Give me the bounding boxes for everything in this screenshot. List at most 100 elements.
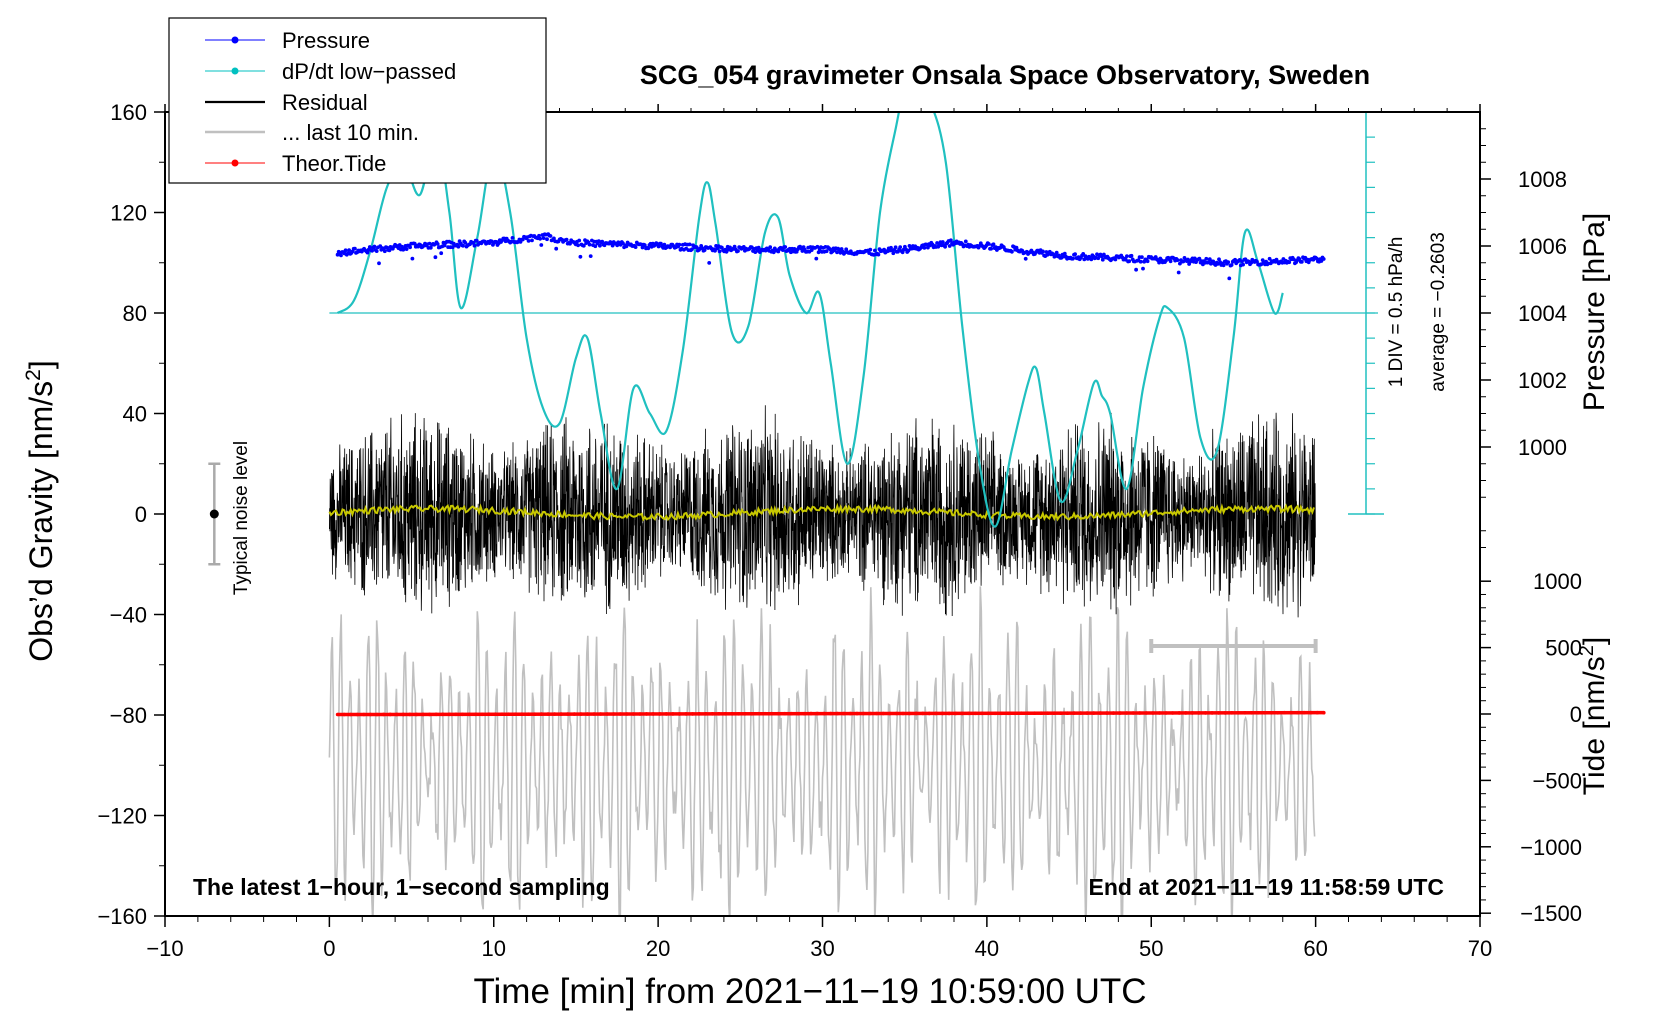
pressure-point bbox=[463, 240, 468, 245]
tide-point bbox=[1144, 711, 1149, 715]
tide-point bbox=[447, 712, 452, 717]
pressure-point bbox=[1089, 257, 1094, 262]
noise-level-bar bbox=[208, 462, 221, 566]
pressure-point bbox=[537, 233, 541, 238]
tide-point bbox=[1269, 711, 1273, 715]
pressure-point bbox=[1321, 257, 1326, 261]
tide-point bbox=[1282, 710, 1287, 715]
tide-point bbox=[1078, 711, 1083, 715]
tide-point bbox=[763, 711, 767, 716]
x-tick-label: 50 bbox=[1139, 936, 1163, 961]
pressure-point bbox=[365, 250, 370, 255]
tide-point bbox=[999, 711, 1004, 716]
tide-point bbox=[526, 712, 531, 716]
pressure-point bbox=[1096, 256, 1101, 261]
tide-axis-label: Tide [nm/s2] bbox=[1576, 637, 1611, 795]
pressure-point bbox=[792, 247, 797, 251]
tide-point bbox=[1039, 711, 1043, 715]
tide-point bbox=[960, 711, 964, 716]
series-residual-smooth-line bbox=[328, 502, 1315, 522]
pressure-point bbox=[593, 244, 598, 249]
pressure-point bbox=[876, 252, 881, 257]
tide-point bbox=[1249, 711, 1254, 715]
pressure-point bbox=[1287, 260, 1292, 265]
tide-point bbox=[1105, 711, 1109, 715]
tide-point bbox=[362, 712, 366, 717]
tide-point bbox=[638, 712, 642, 716]
tide-point bbox=[408, 712, 412, 717]
pressure-point bbox=[781, 248, 785, 253]
x-tick-label: 30 bbox=[810, 936, 834, 961]
pressure-point bbox=[1241, 262, 1245, 267]
annotation-bottom-left: The latest 1−hour, 1−second sampling bbox=[193, 874, 610, 900]
tide-point bbox=[730, 712, 734, 716]
pressure-point bbox=[472, 243, 477, 248]
pressure-point bbox=[510, 236, 515, 240]
tide-point bbox=[736, 712, 741, 716]
tide-point bbox=[335, 712, 340, 717]
tide-point bbox=[441, 712, 445, 717]
tide-point bbox=[1065, 711, 1070, 715]
pressure-point bbox=[1127, 259, 1132, 264]
tide-point bbox=[480, 712, 485, 717]
tide-point bbox=[1045, 711, 1050, 715]
pressure-point bbox=[541, 236, 546, 241]
y-tick-label: −160 bbox=[97, 904, 147, 929]
pressure-point bbox=[1229, 263, 1234, 267]
series-dpdt-line bbox=[336, 112, 1284, 528]
tide-point bbox=[1098, 711, 1103, 715]
pressure-point bbox=[545, 237, 549, 242]
tide-point bbox=[473, 712, 478, 717]
tide-point bbox=[677, 712, 682, 716]
pressure-point bbox=[1141, 266, 1145, 271]
x-tick-label: 70 bbox=[1468, 936, 1492, 961]
pressure-point bbox=[442, 243, 447, 248]
pressure-point bbox=[815, 244, 820, 249]
tide-point bbox=[1216, 711, 1221, 715]
tide-point bbox=[381, 712, 386, 717]
pressure-point bbox=[1134, 267, 1138, 272]
tide-point bbox=[914, 711, 918, 716]
x-tick-label: −10 bbox=[146, 936, 183, 961]
tide-point bbox=[1243, 711, 1247, 715]
tide-point bbox=[519, 712, 524, 716]
tide-point bbox=[927, 711, 932, 716]
tide-point bbox=[1164, 711, 1168, 715]
tide-point bbox=[552, 712, 557, 716]
tide-point bbox=[828, 711, 833, 716]
pressure-point bbox=[940, 240, 945, 244]
pressure-point bbox=[1125, 254, 1129, 258]
pressure-point bbox=[1227, 276, 1232, 281]
tide-point bbox=[953, 711, 958, 716]
pressure-point bbox=[530, 238, 534, 243]
pressure-point bbox=[1010, 249, 1014, 254]
tide-point bbox=[802, 711, 807, 716]
pressure-point bbox=[1175, 258, 1180, 262]
tide-point bbox=[980, 711, 984, 716]
tide-point bbox=[1203, 711, 1208, 715]
pressure-point bbox=[986, 242, 991, 246]
pressure-point bbox=[873, 248, 877, 253]
tide-point bbox=[644, 712, 649, 716]
pressure-point bbox=[377, 261, 381, 266]
x-tick-label: 60 bbox=[1303, 936, 1327, 961]
pressure-point bbox=[949, 238, 953, 243]
tide-point bbox=[1157, 711, 1162, 715]
tide-point bbox=[1151, 711, 1155, 715]
tide-point bbox=[539, 712, 544, 716]
tide-point bbox=[427, 712, 432, 717]
pressure-point bbox=[891, 251, 896, 256]
legend-label-tide: Theor.Tide bbox=[282, 151, 386, 176]
legend-entry-residual: Residual bbox=[205, 90, 368, 115]
tide-point bbox=[947, 711, 951, 716]
tide-point bbox=[809, 711, 813, 716]
pressure-point bbox=[702, 248, 707, 253]
tide-point bbox=[493, 712, 498, 716]
pressure-point bbox=[898, 245, 903, 250]
y-tick-label: −120 bbox=[97, 804, 147, 829]
pressure-point bbox=[408, 245, 412, 250]
pressure-tick-label: 1008 bbox=[1518, 167, 1567, 192]
pressure-point bbox=[347, 248, 351, 253]
tide-point bbox=[355, 712, 360, 717]
tide-tick-label: 500 bbox=[1545, 636, 1582, 661]
